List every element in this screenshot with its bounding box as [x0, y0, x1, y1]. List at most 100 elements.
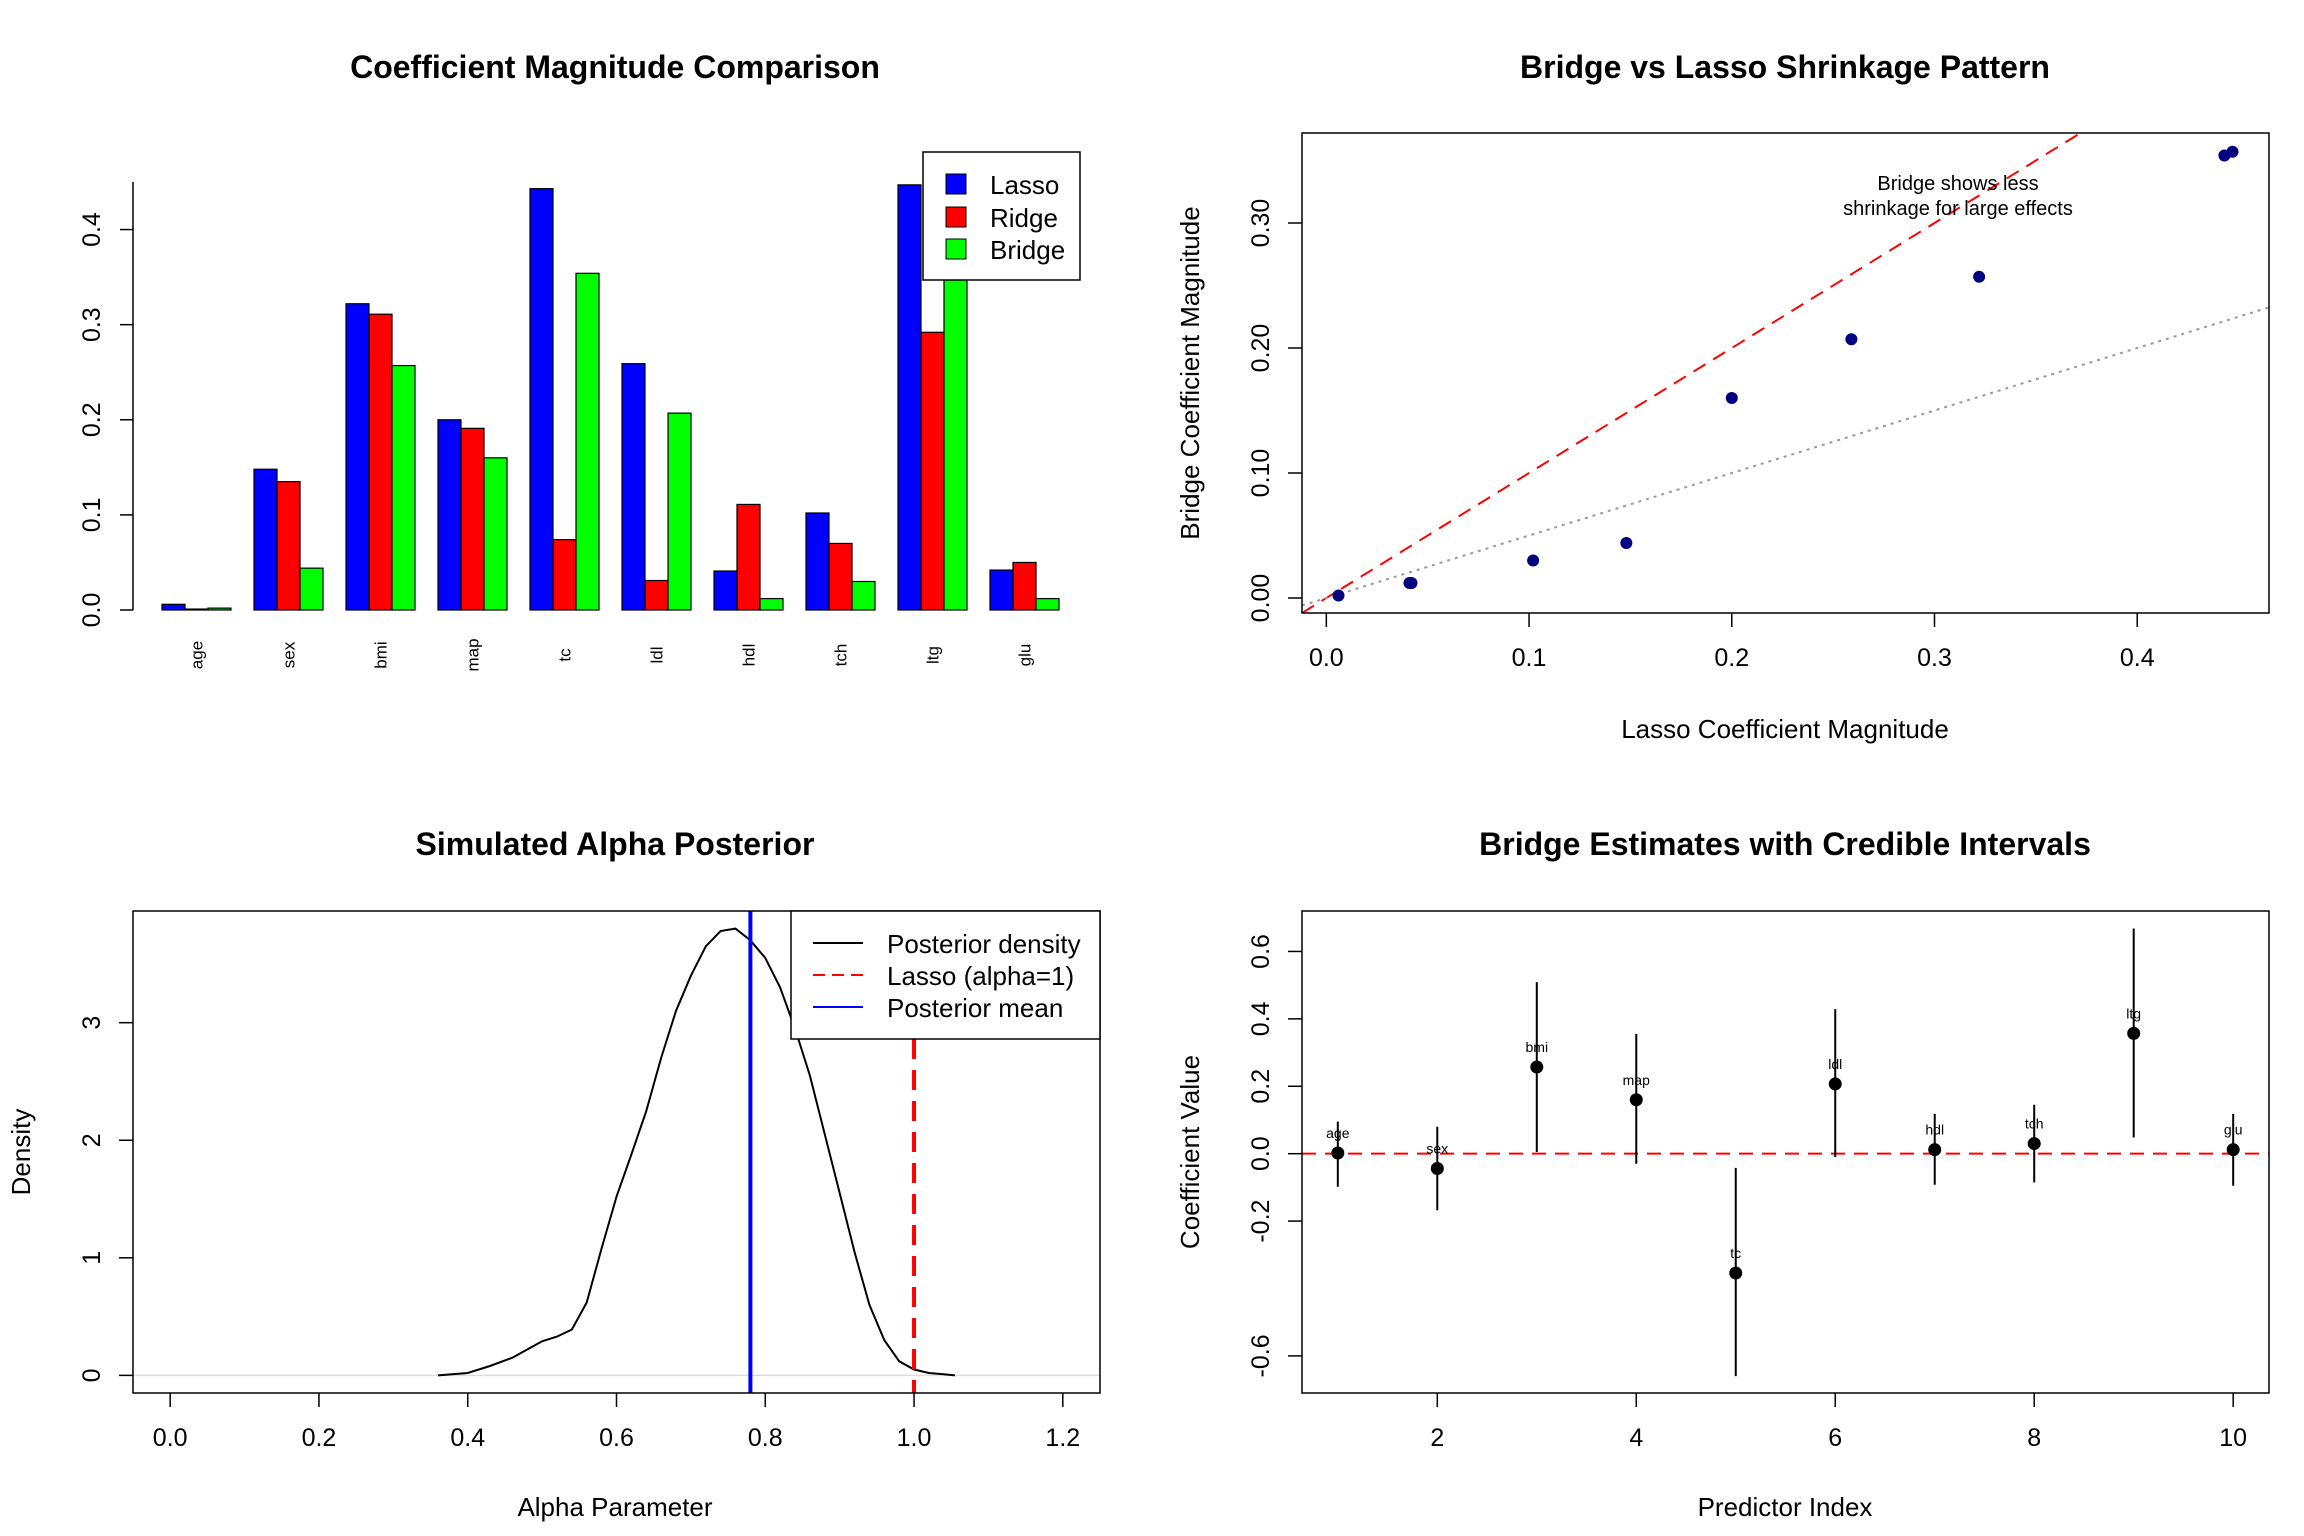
x-tick-label: hdl	[740, 644, 759, 667]
x-axis-label: Predictor Index	[1698, 1492, 1873, 1522]
x-tick-label: bmi	[372, 641, 391, 668]
x-tick-label: 0.0	[1309, 644, 1344, 672]
bar-lasso	[529, 188, 554, 611]
y-tick-label: 0	[78, 1368, 106, 1382]
legend-swatch-lasso	[945, 173, 967, 195]
bar-bridge	[667, 412, 692, 611]
y-axis-ticks: -0.6 -0.2 0.0 0.2 0.4 0.6	[1247, 934, 1302, 1377]
point-label: bmi	[1526, 1039, 1549, 1055]
scatter-point	[1620, 537, 1633, 549]
point-labels: age sex bmi map tc ldl hdl tch ltg glu	[1326, 1005, 2242, 1261]
x-tick-label: 1.0	[897, 1424, 932, 1452]
y-tick-label: 0.1	[78, 498, 106, 533]
scatter-point	[1332, 589, 1345, 602]
bar-bridge	[391, 364, 416, 611]
y-tick-label: 0.2	[78, 402, 106, 437]
y-tick-label: 1	[78, 1251, 106, 1265]
annotation-line-1: Bridge shows less	[1877, 173, 2038, 195]
x-tick-label: 8	[2027, 1424, 2041, 1452]
x-axis-ticks: 2 4 6 8 10	[1430, 1393, 2247, 1452]
panel-coefficient-magnitude: Coefficient Magnitude Comparison 0.00.10…	[78, 49, 1081, 672]
y-tick-label: -0.6	[1247, 1334, 1275, 1377]
bar-ridge	[276, 481, 301, 611]
point-label: tc	[1730, 1245, 1741, 1261]
reference-line-half	[1302, 306, 2269, 607]
x-axis-ticks: 0.0 0.1 0.2 0.3 0.4	[1309, 613, 2155, 672]
scatter-point	[1405, 577, 1418, 589]
y-tick-label: 3	[78, 1016, 106, 1030]
y-tick-label: 0.30	[1247, 199, 1275, 248]
y-tick-label: 0.10	[1247, 449, 1275, 498]
bars	[161, 184, 1060, 611]
bar-lasso	[989, 569, 1014, 611]
scatter-points	[1332, 145, 2239, 602]
bar-ridge	[552, 539, 577, 611]
panel-bridge-estimates: Bridge Estimates with Credible Intervals…	[1175, 826, 2270, 1522]
x-tick-label: 0.6	[599, 1424, 634, 1452]
bar-lasso	[161, 603, 186, 611]
legend-label-posterior-density: Posterior density	[887, 929, 1081, 959]
y-axis-label: Coefficient Value	[1175, 1055, 1205, 1249]
bar-bridge	[1035, 597, 1060, 611]
legend-label-ridge: Ridge	[990, 203, 1058, 233]
y-tick-label: 0.4	[78, 212, 106, 247]
annotation-line-2: shrinkage for large effects	[1843, 198, 2073, 220]
point-label: hdl	[1925, 1122, 1944, 1138]
legend-swatch-bridge	[945, 238, 967, 260]
bar-bridge	[575, 272, 600, 611]
estimate-point	[1530, 1060, 1544, 1074]
legend-label-bridge: Bridge	[990, 235, 1065, 265]
plot-frame	[1301, 910, 2270, 1394]
y-tick-label: 0.2	[1247, 1069, 1275, 1104]
x-axis-ticks: 0.0 0.2 0.4 0.6 0.8 1.0 1.2	[153, 1393, 1080, 1452]
legend-label-lasso-alpha: Lasso (alpha=1)	[887, 961, 1074, 991]
point-label: map	[1623, 1072, 1650, 1088]
x-tick-label: 0.2	[1714, 644, 1749, 672]
x-tick-label: sex	[280, 641, 299, 668]
chart-title: Coefficient Magnitude Comparison	[350, 49, 880, 85]
estimate-point	[1828, 1077, 1842, 1091]
point-label: ltg	[2126, 1005, 2141, 1021]
bar-ridge	[736, 503, 761, 611]
x-tick-label: 1.2	[1045, 1424, 1080, 1452]
point-label: sex	[1426, 1141, 1448, 1157]
credible-intervals	[1336, 928, 2235, 1377]
scatter-point	[1845, 333, 1858, 346]
plot-frame	[1301, 132, 2270, 614]
estimate-point	[1331, 1146, 1345, 1160]
x-axis-label: Alpha Parameter	[517, 1492, 712, 1522]
legend-label-posterior-mean: Posterior mean	[887, 993, 1063, 1023]
x-tick-label: 0.0	[153, 1424, 188, 1452]
bar-ridge	[644, 579, 669, 611]
estimate-point	[1729, 1266, 1743, 1280]
x-tick-label: 0.2	[302, 1424, 337, 1452]
scatter-point	[1973, 270, 1986, 283]
y-axis-ticks: 0 1 2 3	[78, 1016, 133, 1382]
y-axis-ticks: 0.0 0.1 0.2 0.3 0.4	[78, 212, 133, 627]
x-tick-label: tch	[832, 644, 851, 667]
bar-ridge	[460, 427, 485, 611]
x-tick-label: ldl	[648, 646, 667, 663]
point-label: tch	[2025, 1116, 2044, 1132]
scatter-point	[1527, 554, 1540, 567]
bar-bridge	[483, 457, 508, 611]
y-tick-label: 0.20	[1247, 324, 1275, 373]
legend: Lasso Ridge Bridge	[922, 151, 1081, 281]
bar-ridge	[920, 331, 945, 611]
y-axis-label: Density	[6, 1109, 36, 1196]
x-tick-label: tc	[556, 648, 575, 662]
posterior-density-curve	[437, 927, 956, 1377]
x-tick-label: 4	[1629, 1424, 1643, 1452]
bar-ridge	[1012, 561, 1037, 611]
bar-ridge	[828, 542, 853, 611]
y-tick-label: 2	[78, 1133, 106, 1147]
estimate-point	[2027, 1137, 2041, 1151]
panel-alpha-posterior: Simulated Alpha Posterior 0.0 0.2 0.4 0.6 0.…	[6, 826, 1101, 1522]
chart-title: Bridge vs Lasso Shrinkage Pattern	[1520, 49, 2050, 85]
bar-ridge	[184, 608, 209, 611]
panel-shrinkage-pattern: Bridge vs Lasso Shrinkage Pattern 0.0 0.1…	[1175, 49, 2270, 744]
x-tick-label: 0.4	[450, 1424, 485, 1452]
x-tick-label: map	[464, 638, 483, 671]
legend: Posterior density Lasso (alpha=1) Poster…	[790, 910, 1101, 1040]
